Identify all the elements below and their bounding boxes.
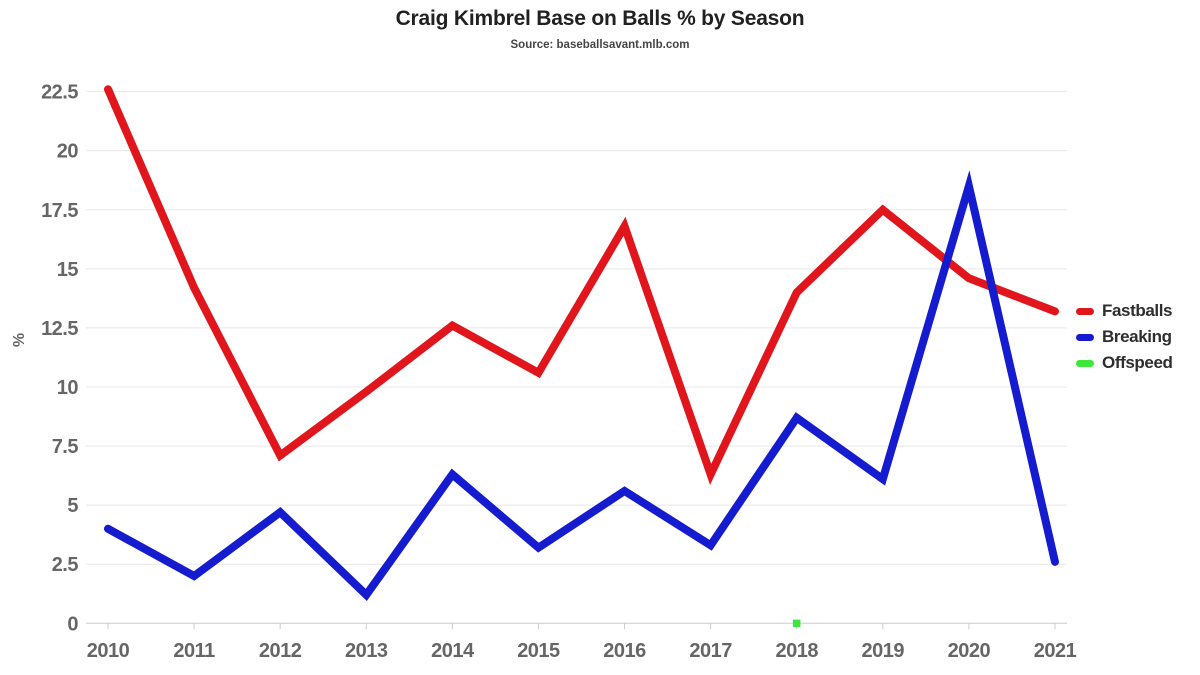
y-tick-label: 22.5: [41, 82, 78, 104]
breaking-line: [104, 170, 1059, 602]
x-tick-label: 2018: [775, 640, 818, 662]
y-tick-label: 2.5: [52, 554, 79, 576]
y-tick-label: 17.5: [41, 200, 78, 222]
x-tick-label: 2019: [862, 640, 905, 662]
x-tick-label: 2014: [431, 640, 475, 662]
legend-label-breaking: Breaking: [1102, 327, 1172, 346]
legend: Fastballs Breaking Offspeed: [1076, 298, 1173, 376]
offspeed-point: [793, 619, 801, 627]
breaking-legend-swatch-icon: [1076, 333, 1094, 341]
x-tick-label: 2020: [948, 640, 991, 662]
y-tick-label: 15: [57, 259, 79, 281]
chart-title: Craig Kimbrel Base on Balls % by Season: [395, 7, 805, 30]
offspeed-legend-swatch-icon: [1076, 359, 1094, 367]
y-tick-label: 5: [67, 495, 78, 517]
y-tick-label: 10: [57, 377, 79, 399]
x-tick-label: 2017: [689, 640, 732, 662]
x-tick-label: 2016: [603, 640, 646, 662]
x-tick-label: 2013: [345, 640, 388, 662]
y-axis-title: %: [11, 333, 28, 347]
y-tick-label: 7.5: [52, 436, 79, 458]
chart-subtitle: Source: baseballsavant.mlb.com: [510, 39, 690, 51]
y-tick-label: 20: [57, 141, 79, 163]
x-tick-label: 2012: [259, 640, 302, 662]
legend-item-fastballs: Fastballs: [1076, 298, 1173, 324]
x-tick-label: 2021: [1034, 640, 1077, 662]
legend-label-offspeed: Offspeed: [1102, 353, 1173, 372]
legend-item-offspeed: Offspeed: [1076, 350, 1173, 376]
x-tick-label: 2010: [87, 640, 130, 662]
fastballs-line: [104, 85, 1059, 485]
x-tick-label: 2015: [517, 640, 560, 662]
fastballs-legend-swatch-icon: [1076, 307, 1094, 315]
y-tick-label: 12.5: [41, 318, 78, 340]
y-tick-label: 0: [67, 613, 78, 635]
legend-item-breaking: Breaking: [1076, 324, 1172, 350]
legend-label-fastballs: Fastballs: [1102, 301, 1173, 320]
x-tick-label: 2011: [173, 640, 215, 662]
